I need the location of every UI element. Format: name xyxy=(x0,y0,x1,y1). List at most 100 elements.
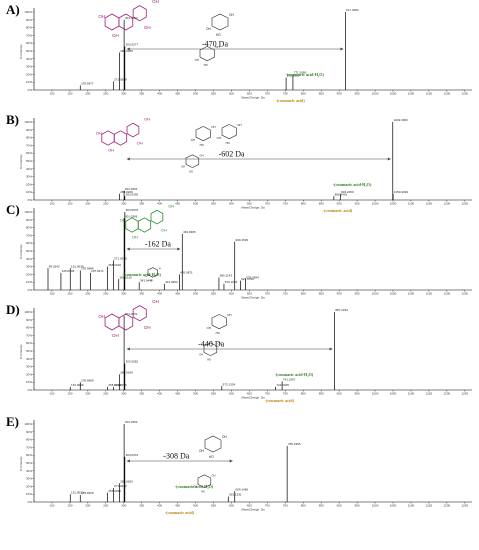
peak-label: 301.0350 xyxy=(125,16,138,20)
y-tick-label: 40% xyxy=(26,57,32,61)
loss-coumaric-acid-h2o: -(coumaric acid-H₂O) xyxy=(285,72,324,77)
x-tick-label: 1000 xyxy=(372,392,379,396)
x-tick-label: 100 xyxy=(49,292,54,296)
x-tick-label: 800 xyxy=(301,92,306,96)
x-tick-label: 800 xyxy=(301,392,306,396)
peak-label: 1049.3060 xyxy=(394,118,409,122)
peak-label: 178.9990 xyxy=(81,378,94,382)
loss-coumaric-acid: -(coumaric acid) xyxy=(165,510,195,515)
y-tick-label: 20% xyxy=(26,182,32,186)
x-tick-label: 250 xyxy=(103,92,108,96)
sugar-ring xyxy=(221,124,237,140)
x-tick-label: 800 xyxy=(301,292,306,296)
peak-label: 288.0185 xyxy=(120,49,133,53)
peak-label: 639.0694 xyxy=(246,275,259,279)
x-tick-label: 650 xyxy=(247,392,252,396)
x-tick-label: 500 xyxy=(193,202,198,206)
x-tick-label: 700 xyxy=(265,392,270,396)
x-tick-label: 250 xyxy=(103,392,108,396)
x-tick-label: 1100 xyxy=(408,504,415,508)
x-tick-label: 300 xyxy=(121,392,126,396)
y-axis-title: % Intensity xyxy=(19,44,23,59)
y-tick-label: 100% xyxy=(24,10,32,14)
x-tick-label: 1150 xyxy=(426,392,433,396)
y-axis-title: % Intensity xyxy=(19,344,23,359)
y-axis-title: % Intensity xyxy=(19,456,23,471)
x-tick-label: 500 xyxy=(193,292,198,296)
peak-label: 887.2234 xyxy=(335,308,348,312)
peak-label: 413.0652 xyxy=(165,280,178,284)
x-tick-label: 350 xyxy=(139,92,144,96)
y-tick-label: 70% xyxy=(26,445,32,449)
x-tick-label: 600 xyxy=(229,92,234,96)
y-tick-label: 100% xyxy=(24,120,32,124)
arrow-head-left xyxy=(126,157,130,161)
ring-a xyxy=(125,217,139,233)
x-tick-label: 100 xyxy=(49,92,54,96)
loss-coumaric-acid: -(coumaric acid) xyxy=(275,98,305,103)
y-tick-label: 70% xyxy=(26,143,32,147)
spectrum-panel: E) 0% 10% 20% 30% 40% 50% 60% 70% 80% 90% 100% % Int… xyxy=(6,414,472,515)
x-tick-label: 150 xyxy=(67,92,72,96)
y-tick-label: 80% xyxy=(26,136,32,140)
x-tick-label: 400 xyxy=(157,92,162,96)
panel-label: B) xyxy=(6,112,19,127)
oh-group: HO xyxy=(207,357,211,361)
y-tick-label: 90% xyxy=(26,218,32,222)
oh-group: OH xyxy=(152,299,159,304)
peak-label: 625.1704 xyxy=(241,277,254,281)
x-tick-label: 350 xyxy=(139,202,144,206)
x-tick-label: 600 xyxy=(229,292,234,296)
x-tick-label: 200 xyxy=(85,292,90,296)
arrow-head-right xyxy=(229,459,233,463)
x-tick-label: 750 xyxy=(283,92,288,96)
y-tick-label: 10% xyxy=(26,80,32,84)
y-tick-label: 30% xyxy=(26,175,32,179)
peak-label: 609.1536 xyxy=(236,238,249,242)
arrow-head-left xyxy=(126,347,130,351)
x-tick-label: 1050 xyxy=(390,92,397,96)
x-tick-label: 950 xyxy=(355,504,360,508)
y-tick-label: 40% xyxy=(26,167,32,171)
x-tick-label: 950 xyxy=(355,202,360,206)
peak-label: 288.0183 xyxy=(120,479,133,483)
x-axis-title: Mass/Charge, Da xyxy=(241,396,265,400)
x-tick-label: 1150 xyxy=(426,202,433,206)
y-tick-label: 50% xyxy=(26,159,32,163)
x-tick-label: 1200 xyxy=(444,92,451,96)
x-tick-label: 1150 xyxy=(426,504,433,508)
ring-b xyxy=(132,5,147,22)
oh-group: HO xyxy=(209,455,214,459)
x-tick-label: 1150 xyxy=(426,92,433,96)
oh-group: OH xyxy=(217,136,221,140)
x-tick-label: 500 xyxy=(193,392,198,396)
oh-group: OH xyxy=(199,353,203,357)
x-tick-label: 300 xyxy=(121,92,126,96)
x-tick-label: 750 xyxy=(283,292,288,296)
x-tick-label: 400 xyxy=(157,504,162,508)
peak-label: 89.0242 xyxy=(49,264,60,268)
oh-group: OH xyxy=(98,14,105,19)
y-tick-label: 0% xyxy=(28,88,33,92)
x-tick-label: 900 xyxy=(337,292,342,296)
sugar-ring xyxy=(211,13,229,31)
x-tick-label: 1100 xyxy=(408,92,415,96)
x-tick-label: 550 xyxy=(211,202,216,206)
oh-group: HO xyxy=(150,280,153,282)
x-tick-label: 850 xyxy=(319,504,324,508)
oh-group: OH xyxy=(144,325,151,330)
y-tick-label: 50% xyxy=(26,249,32,253)
y-tick-label: 60% xyxy=(26,453,32,457)
oh-group: OH xyxy=(222,435,227,439)
y-tick-label: 50% xyxy=(26,49,32,53)
ring-b xyxy=(132,305,147,322)
x-tick-label: 600 xyxy=(229,392,234,396)
delta-label: -470 Da xyxy=(202,40,228,49)
x-tick-label: 1100 xyxy=(408,392,415,396)
oh-group: HO xyxy=(204,63,209,67)
peak-label: 151.0039 xyxy=(71,264,84,268)
peak-label: 271.0256 xyxy=(114,383,127,387)
peak-label: 755.1955 xyxy=(288,442,301,446)
panel-label: C) xyxy=(6,202,20,217)
x-tick-label: 100 xyxy=(49,504,54,508)
